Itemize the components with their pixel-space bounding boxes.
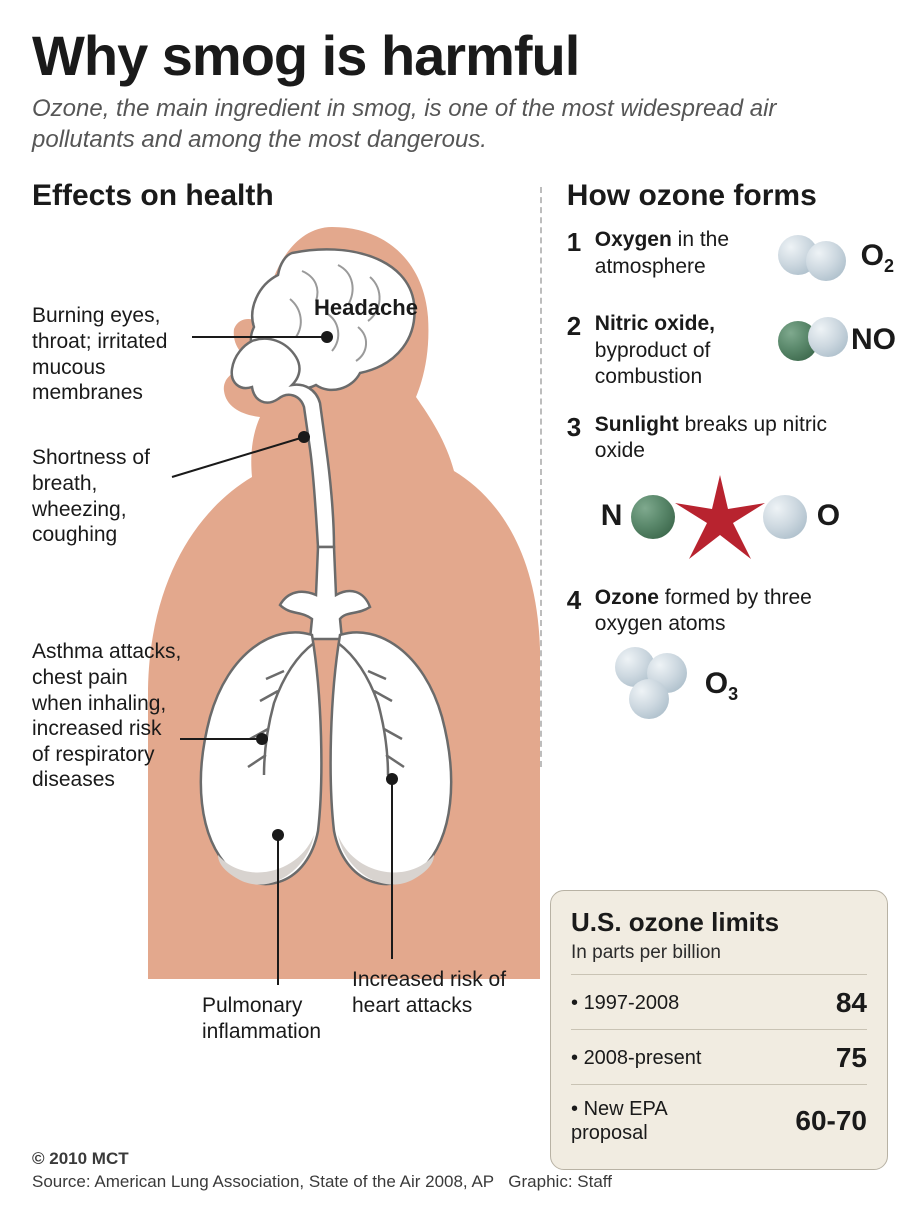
callout-heart: Increased risk of heart attacks	[352, 967, 532, 1018]
sunlight-split-icon: N O	[601, 465, 888, 575]
step-text: Sunlight breaks up nitric oxide	[595, 412, 875, 465]
columns: Effects on health	[32, 179, 888, 753]
step-number: 2	[567, 311, 595, 342]
step-text: Ozone formed by three oxygen atoms	[595, 585, 885, 638]
no-molecule-icon: NO	[778, 311, 888, 373]
formula-sub: 3	[728, 684, 738, 704]
limits-subtitle: In parts per billion	[571, 942, 867, 964]
limits-label: • New EPA proposal	[571, 1097, 741, 1145]
star-burst-icon	[675, 475, 765, 565]
ozone-step-3: 3 Sunlight breaks up nitric oxide N O	[567, 412, 888, 575]
callout-text: Burning eyes, throat; irritated mucous m…	[32, 304, 167, 404]
copyright: © 2010 MCT	[32, 1148, 612, 1171]
step-text: Nitric oxide, byproduct of combustion	[595, 311, 778, 390]
limits-value: 60-70	[795, 1105, 867, 1137]
page-title: Why smog is harmful	[32, 28, 888, 84]
source-line: Source: American Lung Association, State…	[32, 1171, 612, 1194]
step-text: Oxygen in the atmosphere	[595, 227, 778, 280]
effects-heading: Effects on health	[32, 179, 541, 213]
split-n-label: N	[601, 499, 623, 533]
ozone-step-2: 2 Nitric oxide, byproduct of combustion …	[567, 311, 888, 390]
limits-row: • 1997-2008 84	[571, 974, 867, 1029]
formula: O	[861, 239, 884, 272]
limits-row: • 2008-present 75	[571, 1029, 867, 1084]
limits-label: • 1997-2008	[571, 992, 679, 1015]
callout-text: Pulmonary inflammation	[202, 994, 321, 1043]
ozone-step-1: 1 Oxygen in the atmosphere O2	[567, 227, 888, 289]
limits-row: • New EPA proposal 60-70	[571, 1084, 867, 1155]
ozone-limits-box: U.S. ozone limits In parts per billion •…	[550, 890, 888, 1170]
callout-eyes-throat: Burning eyes, throat; irritated mucous m…	[32, 303, 197, 405]
o3-molecule-icon: O3	[605, 641, 888, 731]
formula-sub: 2	[884, 256, 894, 276]
callout-asthma: Asthma attacks, chest pain when inhaling…	[32, 639, 182, 793]
callout-text: Increased risk of heart attacks	[352, 968, 506, 1017]
limits-label: • 2008-present	[571, 1047, 701, 1070]
limits-title: U.S. ozone limits	[571, 907, 867, 938]
ozone-step-4: 4 Ozone formed by three oxygen atoms O3	[567, 585, 888, 732]
split-o-label: O	[817, 499, 840, 533]
formula: NO	[851, 323, 896, 357]
formula: O	[705, 667, 728, 700]
effects-column: Effects on health	[32, 179, 541, 753]
callout-breath: Shortness of breath, wheezing, coughing	[32, 445, 177, 547]
step-number: 3	[567, 412, 595, 465]
o2-molecule-icon: O2	[778, 227, 888, 289]
footer: © 2010 MCT Source: American Lung Associa…	[32, 1148, 612, 1194]
limits-value: 75	[836, 1042, 867, 1074]
page-subtitle: Ozone, the main ingredient in smog, is o…	[32, 94, 862, 155]
step-number: 4	[567, 585, 595, 638]
ozone-heading: How ozone forms	[567, 179, 888, 213]
limits-value: 84	[836, 987, 867, 1019]
ozone-column: How ozone forms 1 Oxygen in the atmosphe…	[541, 179, 888, 753]
callout-text: Shortness of breath, wheezing, coughing	[32, 446, 150, 546]
step-number: 1	[567, 227, 595, 258]
headache-label: Headache	[314, 295, 418, 321]
callout-text: Asthma attacks, chest pain when inhaling…	[32, 640, 181, 791]
